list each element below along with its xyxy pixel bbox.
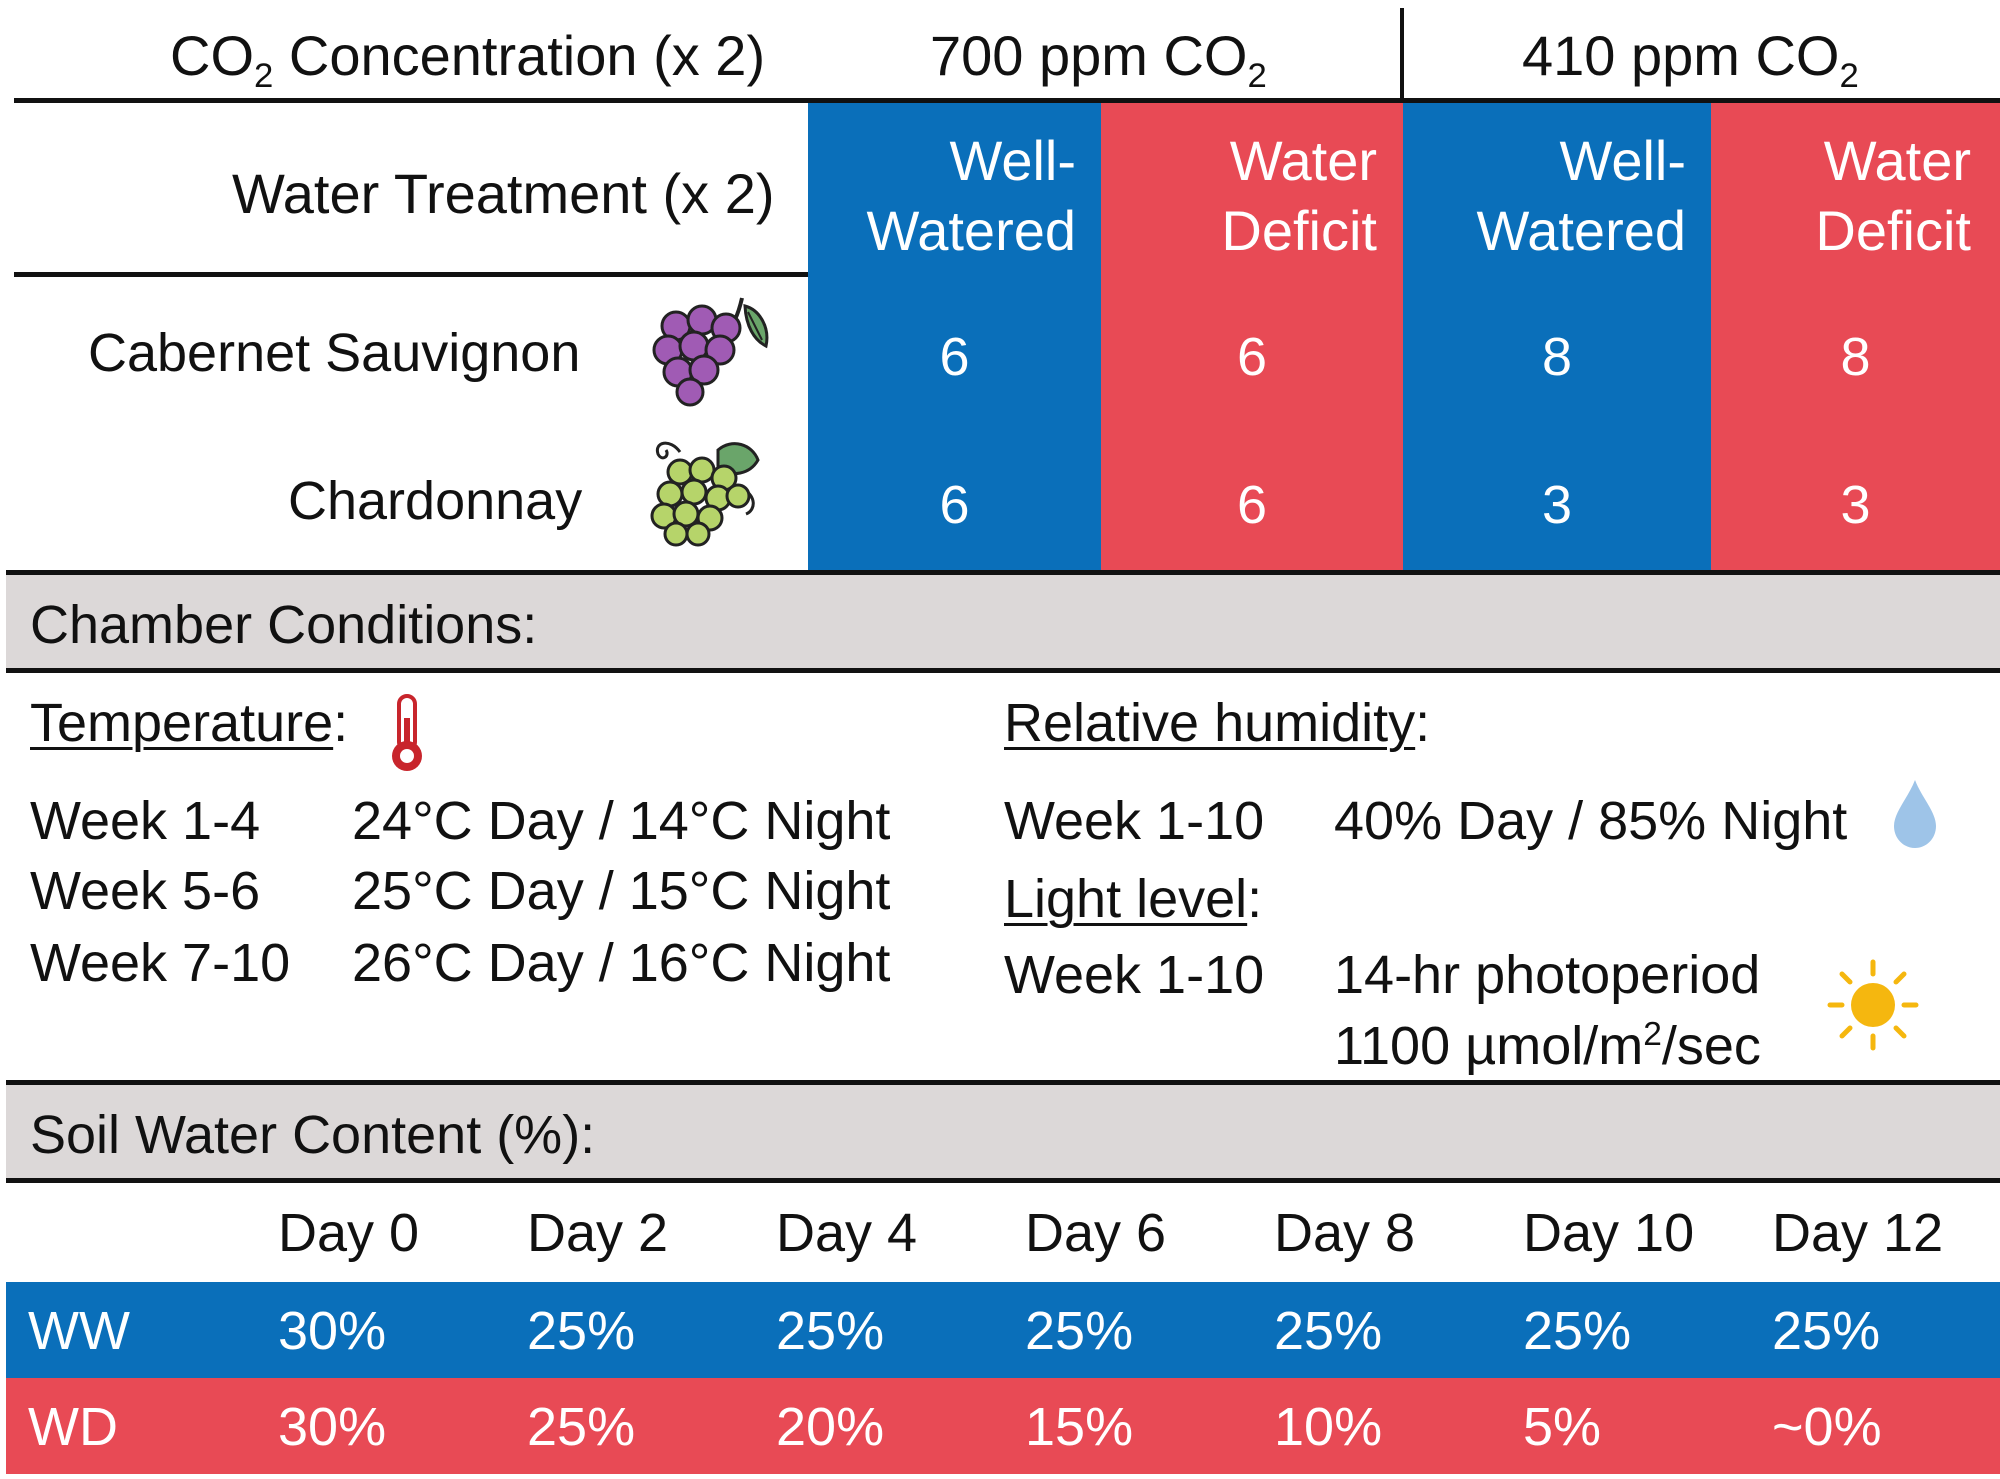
column-410-well-watered bbox=[1403, 103, 1711, 570]
soil-ww-day8: 25% bbox=[1274, 1301, 1383, 1361]
variety-name-chardonnay: Chardonnay bbox=[288, 471, 583, 531]
day-header-4: Day 4 bbox=[776, 1203, 918, 1263]
soil-wd-day0: 30% bbox=[278, 1397, 387, 1457]
soil-wd-day10: 5% bbox=[1523, 1397, 1602, 1457]
cell-cabernet-410-ww: 8 bbox=[1541, 327, 1573, 387]
light-week: Week 1-10 bbox=[1004, 945, 1265, 1005]
header-410-well-watered: Well- Watered bbox=[1476, 129, 1686, 262]
day-header-12: Day 12 bbox=[1772, 1203, 1944, 1263]
soil-row-wd bbox=[6, 1378, 2000, 1474]
day-header-6: Day 6 bbox=[1025, 1203, 1167, 1263]
soil-rule-bottom bbox=[6, 1178, 2000, 1183]
day-header-0: Day 0 bbox=[278, 1203, 420, 1263]
day-header-8: Day 8 bbox=[1274, 1203, 1416, 1263]
soil-ww-day4: 25% bbox=[776, 1301, 885, 1361]
chamber-conditions-title: Chamber Conditions: bbox=[30, 595, 538, 655]
temperature-heading: Temperature: bbox=[30, 693, 349, 753]
soil-rule-top bbox=[6, 1080, 2000, 1085]
soil-wd-day2: 25% bbox=[527, 1397, 636, 1457]
soil-wd-day4: 20% bbox=[776, 1397, 885, 1457]
soil-wd-day12: ~0% bbox=[1772, 1397, 1882, 1457]
header-410-water-deficit: Water Deficit bbox=[1815, 129, 1971, 262]
soil-ww-day0: 30% bbox=[278, 1301, 387, 1361]
light-photoperiod: 14-hr photoperiod bbox=[1334, 945, 1761, 1005]
variety-name-cabernet: Cabernet Sauvignon bbox=[88, 323, 581, 383]
co2-divider bbox=[1400, 8, 1404, 100]
temperature-value-1: 24°C Day / 14°C Night bbox=[352, 791, 891, 851]
sun-icon bbox=[1826, 958, 1920, 1052]
cell-cabernet-700-ww: 6 bbox=[939, 327, 970, 387]
purple-grapes-icon bbox=[650, 288, 776, 408]
temperature-value-2: 25°C Day / 15°C Night bbox=[352, 861, 891, 921]
header-700-well-watered: Well- Watered bbox=[866, 129, 1076, 262]
temperature-week-3: Week 7-10 bbox=[30, 933, 291, 993]
top-rule bbox=[14, 98, 2000, 103]
temperature-week-2: Week 5-6 bbox=[30, 861, 261, 921]
soil-row-ww-label: WW bbox=[28, 1301, 130, 1361]
column-410-water-deficit bbox=[1711, 103, 2000, 570]
cell-chardonnay-700-ww: 6 bbox=[939, 475, 970, 535]
co2-level-700: 700 ppm CO2 bbox=[930, 24, 1267, 96]
cell-chardonnay-410-ww: 3 bbox=[1541, 475, 1573, 535]
cell-cabernet-700-wd: 6 bbox=[1236, 327, 1268, 387]
soil-row-ww bbox=[6, 1282, 2000, 1378]
soil-water-band bbox=[6, 1085, 2000, 1178]
humidity-value: 40% Day / 85% Night bbox=[1334, 791, 1848, 851]
light-intensity: 1100 µmol/m2/sec bbox=[1334, 1016, 1761, 1076]
humidity-heading: Relative humidity: bbox=[1004, 693, 1431, 753]
thermometer-icon bbox=[384, 692, 430, 774]
light-heading: Light level: bbox=[1004, 869, 1263, 929]
soil-row-wd-label: WD bbox=[28, 1397, 118, 1457]
green-grapes-icon bbox=[640, 430, 770, 550]
water-drop-icon bbox=[1888, 776, 1942, 852]
co2-concentration-label: CO2 Concentration (x 2) bbox=[170, 24, 766, 96]
humidity-week: Week 1-10 bbox=[1004, 791, 1265, 851]
soil-ww-day6: 25% bbox=[1025, 1301, 1134, 1361]
soil-ww-day10: 25% bbox=[1523, 1301, 1632, 1361]
cell-cabernet-410-wd: 8 bbox=[1840, 327, 1871, 387]
temperature-value-3: 26°C Day / 16°C Night bbox=[352, 933, 891, 993]
day-header-10: Day 10 bbox=[1523, 1203, 1695, 1263]
soil-ww-day2: 25% bbox=[527, 1301, 636, 1361]
column-700-water-deficit bbox=[1101, 103, 1403, 570]
day-header-2: Day 2 bbox=[527, 1203, 669, 1263]
chamber-rule-bottom bbox=[6, 668, 2000, 673]
soil-wd-day8: 10% bbox=[1274, 1397, 1383, 1457]
soil-water-title: Soil Water Content (%): bbox=[30, 1105, 596, 1165]
water-treatment-label: Water Treatment (x 2) bbox=[232, 162, 775, 225]
soil-ww-day12: 25% bbox=[1772, 1301, 1881, 1361]
soil-wd-day6: 15% bbox=[1025, 1397, 1134, 1457]
header-700-water-deficit: Water Deficit bbox=[1221, 129, 1377, 262]
column-700-well-watered bbox=[808, 103, 1101, 570]
cell-chardonnay-410-wd: 3 bbox=[1840, 475, 1871, 535]
water-treatment-rule bbox=[14, 272, 808, 277]
co2-level-410: 410 ppm CO2 bbox=[1522, 24, 1859, 96]
chamber-conditions-band bbox=[6, 575, 2000, 668]
temperature-week-1: Week 1-4 bbox=[30, 791, 261, 851]
chamber-rule-top bbox=[6, 570, 2000, 575]
cell-chardonnay-700-wd: 6 bbox=[1236, 475, 1268, 535]
